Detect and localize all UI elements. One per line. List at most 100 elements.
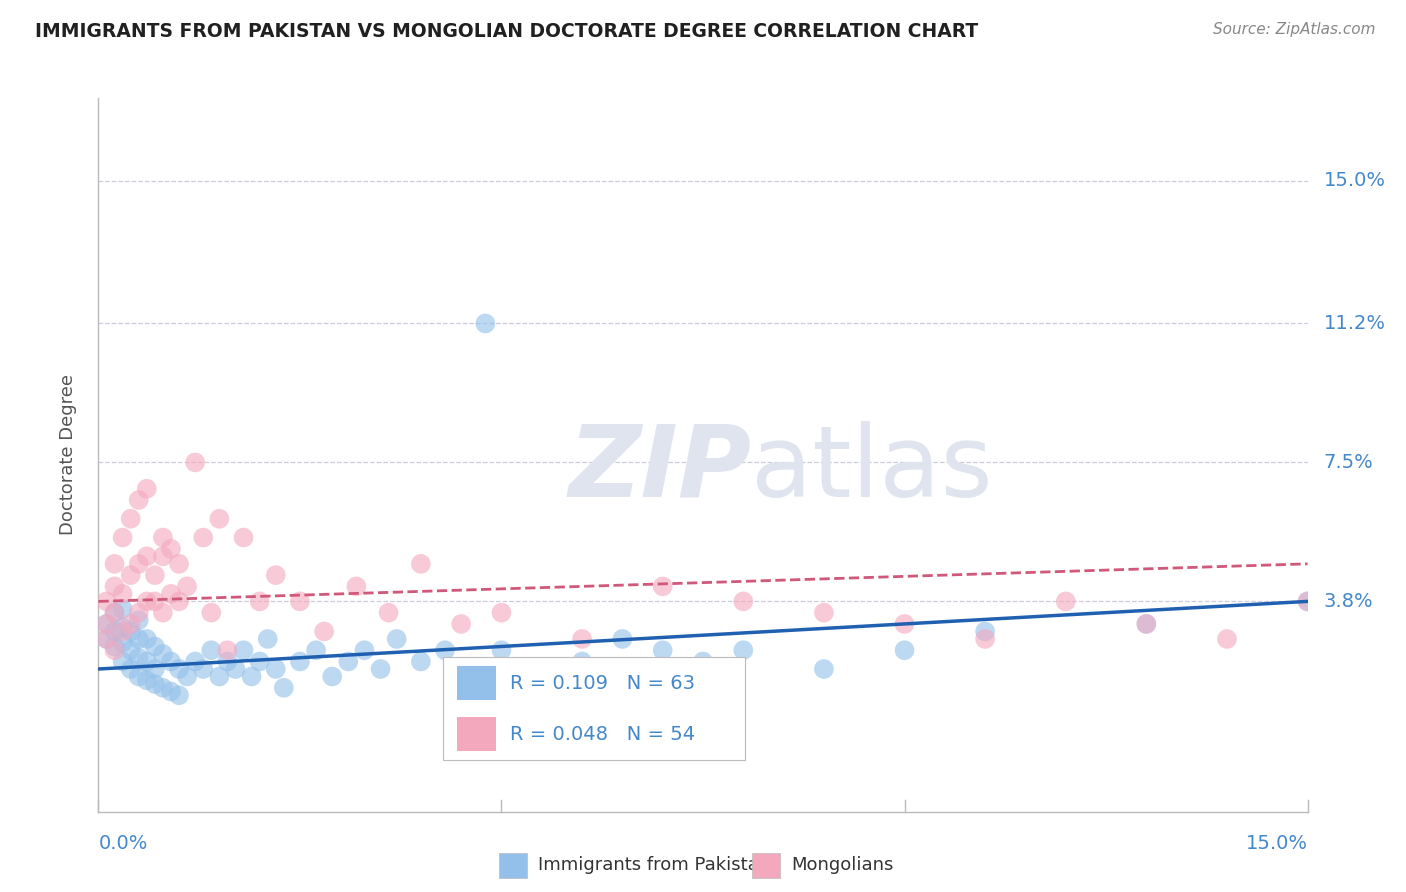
Point — [160, 541, 183, 556]
Point — [160, 587, 183, 601]
Point — [103, 643, 125, 657]
Point — [256, 632, 278, 646]
Point — [288, 655, 311, 669]
Point — [103, 579, 125, 593]
Point — [184, 655, 207, 669]
Point — [96, 594, 118, 608]
Point — [288, 594, 311, 608]
Point — [135, 632, 157, 646]
Point — [217, 643, 239, 657]
Point — [217, 655, 239, 669]
Point — [208, 512, 231, 526]
Point — [120, 662, 142, 676]
Point — [128, 632, 150, 646]
Text: 11.2%: 11.2% — [1323, 314, 1386, 333]
Point — [1135, 616, 1157, 631]
Point — [103, 606, 125, 620]
Point — [434, 643, 457, 657]
Point — [135, 482, 157, 496]
Point — [249, 594, 271, 608]
Point — [135, 594, 157, 608]
Point — [450, 616, 472, 631]
Point — [160, 684, 183, 698]
Point — [103, 606, 125, 620]
Point — [120, 643, 142, 657]
Point — [96, 616, 118, 631]
Point — [103, 557, 125, 571]
Point — [733, 643, 755, 657]
Text: R = 0.109   N = 63: R = 0.109 N = 63 — [510, 673, 696, 693]
Point — [200, 643, 222, 657]
Point — [974, 632, 997, 646]
Point — [120, 568, 142, 582]
Point — [96, 632, 118, 646]
Text: Source: ZipAtlas.com: Source: ZipAtlas.com — [1212, 22, 1375, 37]
Point — [612, 632, 634, 646]
Text: R = 0.048   N = 54: R = 0.048 N = 54 — [510, 724, 696, 744]
Point — [176, 579, 198, 593]
Point — [96, 632, 118, 646]
Point — [1296, 594, 1319, 608]
Point — [344, 579, 367, 593]
Point — [111, 602, 134, 616]
Point — [111, 636, 134, 650]
Point — [1216, 632, 1239, 646]
Text: 7.5%: 7.5% — [1323, 453, 1374, 472]
Point — [111, 621, 134, 635]
Point — [474, 317, 496, 331]
Point — [128, 650, 150, 665]
Point — [135, 673, 157, 688]
Point — [176, 669, 198, 683]
Point — [377, 606, 399, 620]
Point — [152, 549, 174, 564]
Point — [305, 643, 328, 657]
Point — [314, 624, 336, 639]
Point — [143, 677, 166, 691]
Text: 15.0%: 15.0% — [1323, 171, 1386, 190]
Point — [167, 688, 190, 702]
Point — [152, 531, 174, 545]
Point — [353, 643, 375, 657]
Point — [571, 632, 593, 646]
Point — [120, 624, 142, 639]
Point — [103, 640, 125, 654]
Point — [111, 655, 134, 669]
Point — [733, 594, 755, 608]
Point — [651, 579, 673, 593]
Point — [200, 606, 222, 620]
Point — [128, 613, 150, 627]
Point — [160, 655, 183, 669]
Point — [193, 531, 215, 545]
Text: 0.0%: 0.0% — [98, 834, 148, 854]
Point — [264, 662, 287, 676]
Point — [1296, 594, 1319, 608]
Point — [128, 557, 150, 571]
Point — [974, 624, 997, 639]
Text: 15.0%: 15.0% — [1246, 834, 1308, 854]
Point — [111, 531, 134, 545]
Point — [167, 594, 190, 608]
Point — [152, 606, 174, 620]
Point — [152, 647, 174, 661]
Point — [370, 662, 392, 676]
Point — [224, 662, 246, 676]
Point — [385, 632, 408, 646]
Point — [143, 594, 166, 608]
Point — [143, 662, 166, 676]
Point — [128, 606, 150, 620]
Point — [1135, 616, 1157, 631]
Point — [128, 493, 150, 508]
Point — [273, 681, 295, 695]
Point — [264, 568, 287, 582]
Point — [893, 643, 915, 657]
Point — [167, 557, 190, 571]
Point — [143, 568, 166, 582]
Point — [571, 655, 593, 669]
Text: Immigrants from Pakistan: Immigrants from Pakistan — [538, 856, 770, 874]
Text: Doctorate Degree: Doctorate Degree — [59, 375, 77, 535]
Point — [893, 616, 915, 631]
Point — [491, 643, 513, 657]
Point — [167, 662, 190, 676]
Point — [135, 549, 157, 564]
Point — [651, 643, 673, 657]
